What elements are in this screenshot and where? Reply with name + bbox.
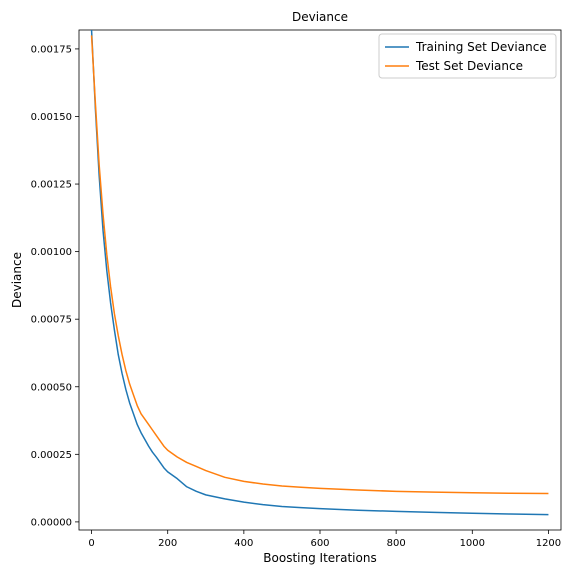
series-line-training <box>90 29 549 516</box>
x-tick-label: 600 <box>310 538 329 549</box>
x-tick-label: 1000 <box>460 538 485 549</box>
y-tick-label: 0.00000 <box>31 517 72 528</box>
x-tick-label: 200 <box>158 538 177 549</box>
plot-frame <box>78 29 562 531</box>
series-layer <box>90 29 549 516</box>
y-tick-label: 0.00100 <box>31 247 72 258</box>
legend-label: Training Set Deviance <box>415 40 547 54</box>
x-axis-label: Boosting Iterations <box>263 551 376 565</box>
y-tick-label: 0.00125 <box>31 180 72 191</box>
x-tick-label: 800 <box>387 538 406 549</box>
series-line-test <box>90 35 549 495</box>
chart-title: Deviance <box>292 10 348 24</box>
y-tick-label: 0.00175 <box>31 44 72 55</box>
y-tick-label: 0.00025 <box>31 450 72 461</box>
y-axis-label: Deviance <box>10 252 24 308</box>
x-tick-label: 400 <box>234 538 253 549</box>
x-axis: 0 200 400 600 800 1000 1200 <box>88 530 561 549</box>
plot-area <box>78 29 562 531</box>
legend: Training Set Deviance Test Set Deviance <box>378 33 557 79</box>
y-tick-label: 0.00150 <box>31 112 72 123</box>
y-tick-label: 0.00075 <box>31 315 72 326</box>
legend-box <box>378 33 557 79</box>
x-tick-label: 1200 <box>536 538 561 549</box>
legend-label: Test Set Deviance <box>415 59 523 73</box>
y-axis: 0.00000 0.00025 0.00050 0.00075 0.00100 0.001… <box>31 44 79 528</box>
y-tick-label: 0.00050 <box>31 382 72 393</box>
x-tick-label: 0 <box>88 538 94 549</box>
